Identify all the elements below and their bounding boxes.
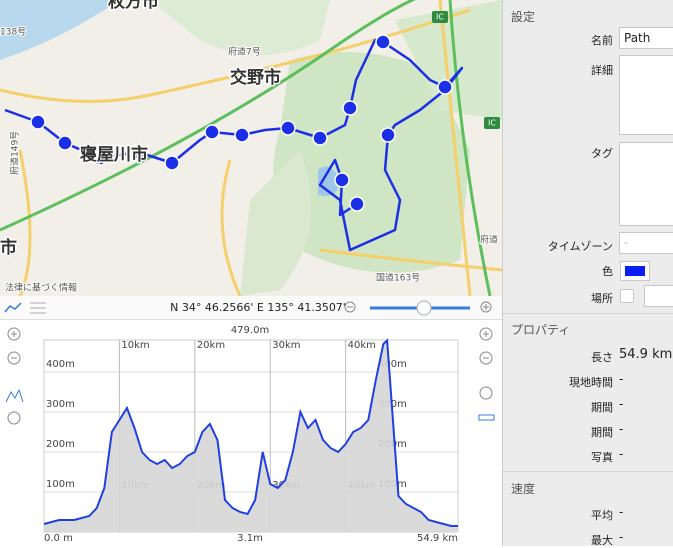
y-tick-label: 100m xyxy=(46,479,75,490)
map-label: 府道7号 xyxy=(228,46,261,58)
list-view-button[interactable] xyxy=(30,302,46,314)
map-label: 法律に基づく情報 xyxy=(5,282,77,294)
chart-view-button[interactable] xyxy=(4,302,22,313)
slider-knob[interactable] xyxy=(416,300,432,316)
map-label: 国道163号 xyxy=(376,272,420,284)
field-label: タイムゾーン xyxy=(547,240,613,253)
map-label: 枚方市 xyxy=(108,0,159,12)
y-tick-label: 300m xyxy=(46,399,75,410)
row-label: 平均 xyxy=(591,509,613,522)
y-tick-label: 200m xyxy=(46,439,75,450)
field-label: 名前 xyxy=(591,34,613,47)
map-label: 交野市 xyxy=(230,67,281,88)
color-well[interactable] xyxy=(620,261,650,281)
field-label: 詳細 xyxy=(591,64,613,77)
zoom-in[interactable] xyxy=(480,301,492,313)
x-tick-label: 30km xyxy=(272,340,300,351)
map-label: 寝屋川市 xyxy=(80,144,148,165)
row-label: 最大 xyxy=(591,534,613,547)
name-field[interactable]: Path xyxy=(619,27,673,49)
row-label: 期間 xyxy=(591,426,613,439)
place-checkbox[interactable] xyxy=(620,289,634,303)
place-field[interactable] xyxy=(644,285,673,307)
detail-field[interactable] xyxy=(619,55,673,135)
map-label: 府道149号 xyxy=(9,131,21,175)
map-label: 府道 xyxy=(480,234,498,246)
start-label: 0.0 m xyxy=(44,533,73,544)
max-label: 479.0m xyxy=(231,325,269,336)
map-label: 138号 xyxy=(0,27,26,38)
row-value: - xyxy=(619,372,624,386)
section-title: プロパティ xyxy=(511,323,571,337)
row-value: 54.9 km xyxy=(619,347,673,362)
min-label: 3.1m xyxy=(237,533,263,544)
tag-field[interactable] xyxy=(619,142,673,226)
row-label: 長さ xyxy=(591,351,613,364)
chart-controls[interactable] xyxy=(5,327,495,425)
timezone-select[interactable]: - xyxy=(619,232,673,254)
field-label: 場所 xyxy=(591,292,613,305)
x-tick-label: 40km xyxy=(348,340,376,351)
toolbar: N 34° 46.2566' E 135° 41.3507' xyxy=(0,296,502,320)
section-title: 速度 xyxy=(511,482,536,496)
coordinates: N 34° 46.2566' E 135° 41.3507' xyxy=(170,301,346,314)
y-tick-label: 400m xyxy=(46,359,75,370)
inspector-panel: 設定 名前 Path 詳細 タグ タイムゾーン - 色 場所 プロパティ 長さ 5… xyxy=(502,0,673,547)
map[interactable]: 枚方市 交野市 寝屋川市 市 府道7号 府道149号 138号 国道163号 府… xyxy=(0,0,502,296)
row-value: - xyxy=(619,397,624,411)
field-label: タグ xyxy=(591,147,613,160)
row-label: 写真 xyxy=(591,451,613,464)
elevation-area xyxy=(44,340,458,532)
row-value: - xyxy=(619,422,624,436)
end-label: 54.9 km xyxy=(417,533,458,544)
y-tick-label: 400m xyxy=(378,359,407,370)
map-label: 市 xyxy=(0,237,17,258)
row-label: 現地時間 xyxy=(569,376,613,389)
row-label: 期間 xyxy=(591,401,613,414)
elevation-chart: 100m100m200m200m300m300m400m400m10km10km… xyxy=(5,325,495,544)
row-value: - xyxy=(619,505,624,519)
elevation-line xyxy=(43,338,458,527)
row-value: - xyxy=(619,447,624,461)
map-label: IC xyxy=(436,13,444,22)
row-value: - xyxy=(619,530,624,544)
x-tick-label: 20km xyxy=(197,340,225,351)
field-label: 色 xyxy=(602,265,613,278)
zoom-out[interactable] xyxy=(344,301,356,313)
section-title: 設定 xyxy=(511,10,536,24)
map-label: IC xyxy=(488,119,496,128)
x-tick-label: 10km xyxy=(121,340,149,351)
